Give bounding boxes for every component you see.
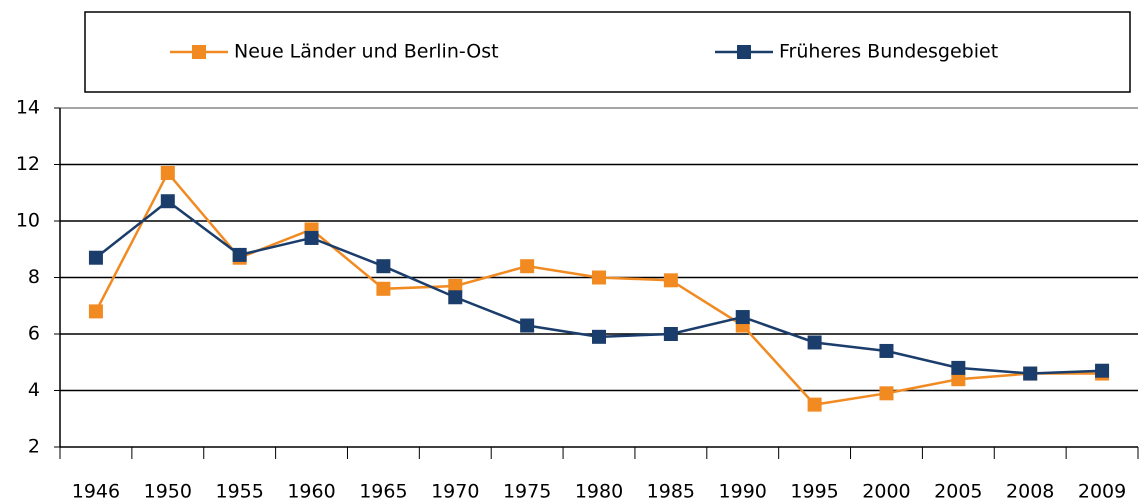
legend-marker bbox=[192, 45, 206, 59]
legend-label: Neue Länder und Berlin-Ost bbox=[234, 41, 499, 63]
marker bbox=[448, 278, 463, 293]
x-tick-label: 1955 bbox=[215, 481, 263, 503]
x-tick-label: 1950 bbox=[144, 481, 192, 503]
marker bbox=[448, 290, 463, 305]
y-tick-label: 14 bbox=[16, 97, 40, 119]
marker bbox=[807, 397, 822, 412]
marker bbox=[807, 335, 822, 350]
marker bbox=[304, 230, 319, 245]
x-tick-label: 1980 bbox=[575, 481, 623, 503]
marker bbox=[520, 318, 535, 333]
marker bbox=[376, 259, 391, 274]
y-tick-label: 6 bbox=[28, 323, 40, 345]
marker bbox=[592, 329, 606, 344]
marker bbox=[376, 281, 391, 296]
marker bbox=[88, 304, 103, 319]
marker bbox=[592, 270, 606, 285]
x-tick-label: 1960 bbox=[287, 481, 335, 503]
marker bbox=[663, 273, 678, 288]
series-line bbox=[95, 199, 1103, 375]
marker bbox=[879, 386, 894, 401]
x-tick-label: 2005 bbox=[934, 481, 982, 503]
x-tick-label: 1985 bbox=[647, 481, 695, 503]
marker bbox=[879, 343, 894, 358]
marker bbox=[735, 310, 750, 325]
marker bbox=[663, 327, 678, 341]
y-tick-label: 2 bbox=[28, 436, 40, 458]
x-tick-label: 1975 bbox=[503, 481, 551, 503]
legend-box bbox=[84, 11, 1131, 93]
x-tick-label: 2008 bbox=[1006, 481, 1054, 503]
marker bbox=[1095, 363, 1110, 378]
x-tick-label: 2009 bbox=[1078, 481, 1126, 503]
x-tick-label: 1995 bbox=[790, 481, 838, 503]
y-tick-label: 12 bbox=[16, 153, 40, 175]
legend-label: Früheres Bundesgebiet bbox=[779, 41, 998, 63]
marker bbox=[951, 372, 966, 387]
x-tick-label: 1946 bbox=[72, 481, 120, 503]
marker bbox=[232, 247, 247, 262]
marker bbox=[160, 165, 175, 180]
y-tick-label: 10 bbox=[16, 210, 40, 232]
marker bbox=[160, 194, 175, 209]
marker bbox=[88, 250, 103, 265]
x-tick-label: 1970 bbox=[431, 481, 479, 503]
marker bbox=[1023, 366, 1038, 381]
x-tick-label: 2000 bbox=[862, 481, 910, 503]
y-tick-label: 4 bbox=[28, 379, 40, 401]
y-tick-label: 8 bbox=[28, 266, 40, 288]
series-line bbox=[94, 170, 1103, 406]
x-tick-label: 1990 bbox=[719, 481, 767, 503]
marker bbox=[520, 259, 535, 274]
x-tick-label: 1965 bbox=[359, 481, 407, 503]
legend-marker bbox=[737, 45, 751, 59]
marker bbox=[951, 360, 966, 375]
